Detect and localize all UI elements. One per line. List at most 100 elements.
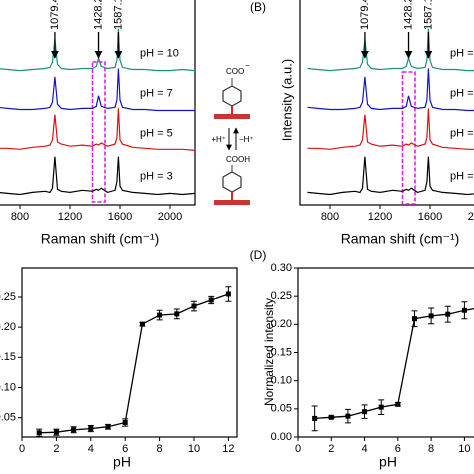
ring [222, 171, 242, 193]
series-label: pH = 10 [140, 48, 179, 60]
data-point [461, 307, 467, 313]
spectrum [307, 156, 474, 196]
y-tick-label: 0.00 [271, 431, 292, 443]
x-tick-label: 4 [361, 443, 367, 455]
x-tick-label: 1200 [58, 211, 82, 223]
group-label: COOH [226, 155, 250, 164]
y-tick-label: 0.05 [0, 412, 16, 424]
data-point [225, 291, 231, 297]
data-line [314, 307, 474, 420]
data-point [312, 415, 318, 421]
y-axis-label: Normalized intensity [262, 298, 276, 406]
plot-frame [0, 0, 196, 206]
y-tick-label: 0.10 [271, 375, 292, 387]
data-point [208, 297, 214, 303]
x-axis-label: pH [379, 454, 397, 470]
plot-frame [297, 267, 474, 438]
x-tick-label: 800 [11, 211, 29, 223]
y-tick-label: 0.25 [0, 291, 16, 303]
highlight-box [401, 71, 416, 205]
x-axis-label: pH [113, 454, 131, 470]
surface [214, 200, 250, 205]
spectrum [307, 68, 474, 112]
spectrum [0, 108, 196, 151]
scheme: COO − +H⁺ −H⁺ COOH [211, 61, 254, 205]
panel-label: (B) [250, 0, 266, 14]
x-axis-label: Raman shift (cm⁻¹) [41, 231, 160, 247]
series-label: pH = 7 [140, 88, 173, 100]
y-tick-label: 0.25 [271, 290, 292, 302]
x-tick-label: 6 [395, 443, 401, 455]
peak-label: 1428.2 [402, 0, 414, 30]
forward-label: +H⁺ [211, 135, 226, 144]
x-tick-label: 10 [188, 443, 200, 455]
x-tick-label: 1200 [368, 211, 392, 223]
y-tick-label: 0.10 [0, 381, 16, 393]
series-label: pH = 7 [450, 88, 474, 100]
x-tick-label: 2 [328, 443, 334, 455]
data-point [174, 311, 180, 317]
data-point [191, 303, 197, 309]
x-tick-label: 6 [122, 443, 128, 455]
x-tick-label: 4 [88, 443, 94, 455]
data-point [428, 313, 434, 319]
y-tick-label: 0.20 [271, 318, 292, 330]
x-axis-label: Raman shift (cm⁻¹) [341, 231, 460, 247]
series-label: pH = 10 [450, 48, 474, 60]
y-axis-label: Intensity (a.u.) [279, 59, 294, 141]
data-point [53, 429, 59, 435]
highlight-box [91, 61, 106, 203]
series-label: pH = 5 [140, 128, 173, 140]
y-tick-label: 0.30 [271, 262, 292, 274]
data-point [378, 404, 384, 410]
x-tick-label: 1600 [108, 211, 132, 223]
x-tick-label: 10 [458, 443, 470, 455]
peak-label: 1079.4 [359, 0, 371, 30]
x-tick-label: 0 [295, 443, 301, 455]
data-point [88, 426, 94, 432]
spectrum [0, 68, 195, 112]
x-tick-label: 1600 [418, 211, 442, 223]
group-label: COO [226, 67, 244, 76]
charge: − [245, 61, 250, 70]
data-point [362, 409, 368, 415]
y-tick-label: 0.05 [271, 403, 292, 415]
surface [214, 114, 250, 119]
spectrum [307, 108, 474, 150]
series-label: pH = 5 [450, 128, 474, 140]
data-point [122, 420, 128, 426]
data-point [36, 430, 42, 436]
spectrum [307, 28, 474, 72]
x-tick-label: 2000 [158, 211, 182, 223]
ring [222, 85, 242, 107]
data-point [445, 311, 451, 317]
x-tick-label: 800 [321, 211, 339, 223]
panel-label: (D) [250, 248, 267, 262]
data-point [139, 321, 145, 327]
peak-label: 1428.2 [92, 0, 104, 30]
plot-frame [21, 267, 238, 438]
x-tick-label: 12 [222, 443, 234, 455]
data-point [395, 401, 401, 407]
peak-label: 1079.4 [49, 0, 61, 30]
data-point [157, 312, 163, 318]
x-tick-label: 2000 [468, 211, 474, 223]
series-label: pH = 3 [450, 171, 474, 183]
data-point [411, 316, 417, 322]
x-tick-label: 2 [53, 443, 59, 455]
x-tick-label: 0 [19, 443, 25, 455]
backward-label: −H⁺ [239, 135, 254, 144]
data-point [105, 424, 111, 430]
x-tick-label: 8 [428, 443, 434, 455]
data-point [328, 414, 334, 420]
spectrum [0, 28, 196, 72]
data-point [345, 413, 351, 419]
y-tick-label: 0.20 [0, 321, 16, 333]
peak-label: 1587.1 [422, 0, 434, 30]
y-tick-label: 0.15 [0, 351, 16, 363]
data-point [71, 427, 77, 433]
data-line [39, 293, 229, 434]
x-tick-label: 8 [157, 443, 163, 455]
spectrum [0, 156, 196, 196]
